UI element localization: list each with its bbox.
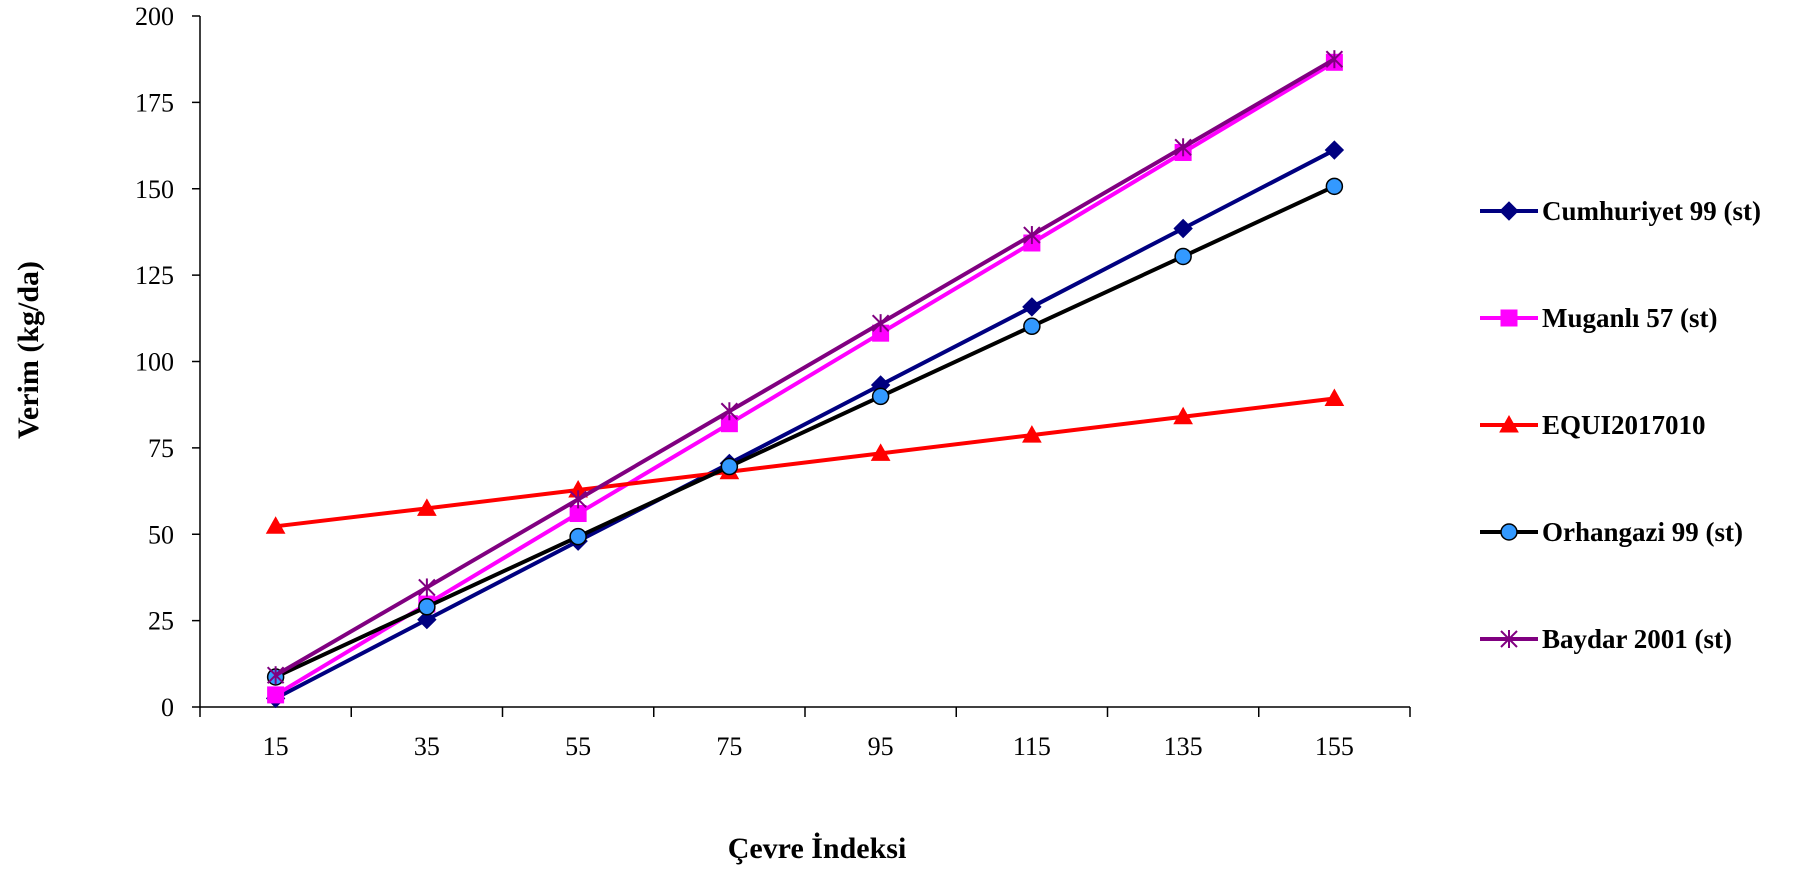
data-point bbox=[417, 498, 437, 516]
legend-marker bbox=[1500, 309, 1518, 327]
x-tick-label: 155 bbox=[1315, 732, 1354, 761]
legend-label: EQUI2017010 bbox=[1542, 410, 1706, 440]
x-tick-label: 95 bbox=[868, 732, 894, 761]
legend: Cumhuriyet 99 (st) Muganlı 57 (st) EQUI201… bbox=[1480, 196, 1761, 654]
data-point bbox=[1173, 406, 1193, 425]
data-point bbox=[1022, 425, 1042, 443]
data-point bbox=[1023, 226, 1041, 245]
data-point bbox=[1173, 218, 1193, 239]
data-point bbox=[1174, 247, 1192, 266]
y-tick-label: 125 bbox=[135, 261, 174, 290]
x-tick-label: 55 bbox=[565, 732, 591, 761]
legend-label: Muganlı 57 (st) bbox=[1542, 303, 1718, 333]
data-point bbox=[1023, 317, 1041, 336]
x-tick-label: 115 bbox=[1013, 732, 1051, 761]
y-tick-label: 175 bbox=[135, 88, 174, 117]
series-line bbox=[274, 60, 1336, 697]
y-tick-label: 25 bbox=[148, 607, 174, 636]
data-point bbox=[569, 490, 587, 509]
data-point bbox=[871, 314, 890, 333]
legend-label: Baydar 2001 (st) bbox=[1542, 624, 1732, 654]
data-point bbox=[720, 402, 739, 421]
legend-item: Orhangazi 99 (st) bbox=[1480, 517, 1743, 547]
legend-marker bbox=[1500, 523, 1518, 541]
legend-item: Muganlı 57 (st) bbox=[1480, 303, 1718, 333]
x-tick-label: 135 bbox=[1164, 732, 1203, 761]
x-tick-label: 15 bbox=[263, 732, 289, 761]
series-line bbox=[275, 396, 1335, 529]
data-point bbox=[417, 609, 437, 630]
data-point bbox=[418, 598, 436, 616]
x-axis-title: Çevre İndeksi bbox=[728, 832, 907, 865]
y-tick-label: 0 bbox=[161, 693, 174, 722]
y-axis-title: Verim (kg/da) bbox=[12, 261, 45, 439]
data-point bbox=[265, 516, 286, 534]
series-line bbox=[274, 57, 1336, 677]
data-point bbox=[1022, 297, 1042, 317]
axes: 0 25 50 75 100 125 150 175 200 15 35 55 75 95 115 135 15… bbox=[135, 2, 1411, 761]
legend-label: Orhangazi 99 (st) bbox=[1542, 517, 1743, 547]
y-tick-label: 50 bbox=[148, 520, 174, 549]
legend-item: Baydar 2001 (st) bbox=[1480, 624, 1732, 654]
legend-marker bbox=[1499, 414, 1519, 433]
data-point bbox=[1325, 50, 1344, 69]
y-tick-label: 75 bbox=[148, 434, 174, 463]
data-point bbox=[871, 387, 890, 406]
legend-item: EQUI2017010 bbox=[1480, 410, 1706, 440]
y-tick-label: 100 bbox=[135, 348, 174, 377]
legend-item: Cumhuriyet 99 (st) bbox=[1480, 196, 1761, 226]
data-point bbox=[418, 578, 436, 597]
data-point bbox=[870, 443, 891, 461]
data-point bbox=[1324, 140, 1345, 160]
data-point bbox=[1174, 138, 1192, 157]
series-2 bbox=[267, 53, 1343, 704]
data-point bbox=[267, 686, 285, 704]
data-point bbox=[569, 527, 587, 546]
series-3 bbox=[265, 388, 1345, 534]
data-point bbox=[266, 666, 285, 685]
data-point bbox=[720, 457, 739, 476]
series-layer bbox=[265, 50, 1345, 709]
y-tick-label: 200 bbox=[135, 2, 174, 31]
legend-marker bbox=[1499, 201, 1519, 221]
x-tick-label: 35 bbox=[414, 732, 440, 761]
series-line bbox=[274, 184, 1336, 679]
legend-marker bbox=[1500, 630, 1518, 648]
data-point bbox=[1325, 177, 1344, 196]
series-5 bbox=[266, 50, 1344, 685]
series-4 bbox=[266, 177, 1344, 686]
y-tick-label: 150 bbox=[135, 175, 174, 204]
series-line bbox=[274, 148, 1336, 701]
x-tick-label: 75 bbox=[716, 732, 742, 761]
legend-label: Cumhuriyet 99 (st) bbox=[1542, 196, 1761, 226]
data-point bbox=[1324, 388, 1345, 406]
